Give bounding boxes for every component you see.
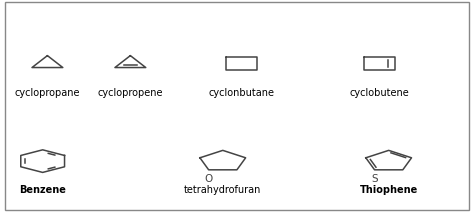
Text: cyclobutene: cyclobutene <box>349 88 409 98</box>
Text: tetrahydrofuran: tetrahydrofuran <box>184 185 262 195</box>
Text: cyclonbutane: cyclonbutane <box>209 88 275 98</box>
Text: Thiophene: Thiophene <box>360 185 418 195</box>
Text: cyclopropane: cyclopropane <box>15 88 80 98</box>
Text: cyclopropene: cyclopropene <box>98 88 163 98</box>
Text: Benzene: Benzene <box>19 185 66 195</box>
Text: O: O <box>204 174 213 184</box>
Text: S: S <box>371 174 378 184</box>
